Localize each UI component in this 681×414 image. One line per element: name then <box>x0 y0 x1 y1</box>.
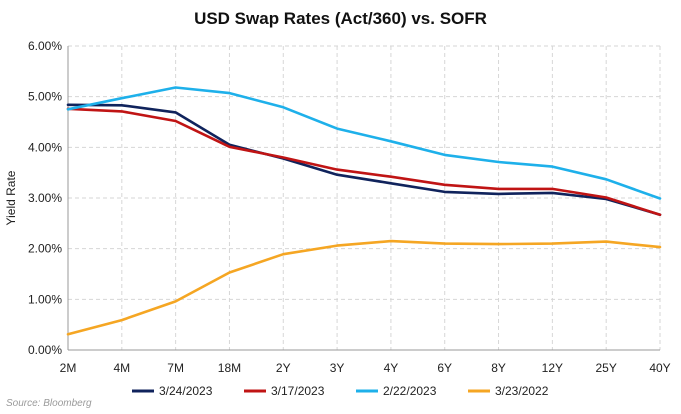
source-note: Source: Bloomberg <box>6 398 92 409</box>
x-tick-label: 18M <box>218 361 241 375</box>
y-tick-label: 0.00% <box>28 343 62 357</box>
x-tick-label: 4Y <box>384 361 399 375</box>
x-tick-label: 40Y <box>649 361 670 375</box>
y-tick-label: 2.00% <box>28 242 62 256</box>
x-tick-label: 4M <box>113 361 130 375</box>
x-tick-label: 8Y <box>491 361 506 375</box>
x-tick-label: 7M <box>167 361 184 375</box>
y-tick-label: 5.00% <box>28 90 62 104</box>
y-tick-label: 4.00% <box>28 140 62 154</box>
legend-label: 3/24/2023 <box>159 384 213 398</box>
x-tick-label: 3Y <box>330 361 345 375</box>
legend-label: 3/17/2023 <box>271 384 325 398</box>
x-tick-label: 6Y <box>437 361 452 375</box>
x-tick-label: 2Y <box>276 361 291 375</box>
legend-label: 3/23/2022 <box>495 384 549 398</box>
y-tick-label: 6.00% <box>28 39 62 53</box>
y-tick-label: 3.00% <box>28 191 62 205</box>
series-line <box>66 239 662 336</box>
legend-label: 2/22/2023 <box>383 384 437 398</box>
series-line <box>66 107 662 216</box>
x-tick-label: 25Y <box>596 361 617 375</box>
y-tick-label: 1.00% <box>28 292 62 306</box>
x-tick-label: 12Y <box>542 361 563 375</box>
chart-title: USD Swap Rates (Act/360) vs. SOFR <box>194 9 487 28</box>
series-line <box>66 86 662 200</box>
x-tick-label: 2M <box>60 361 77 375</box>
y-axis-label: Yield Rate <box>4 170 18 225</box>
series-line <box>66 103 662 216</box>
